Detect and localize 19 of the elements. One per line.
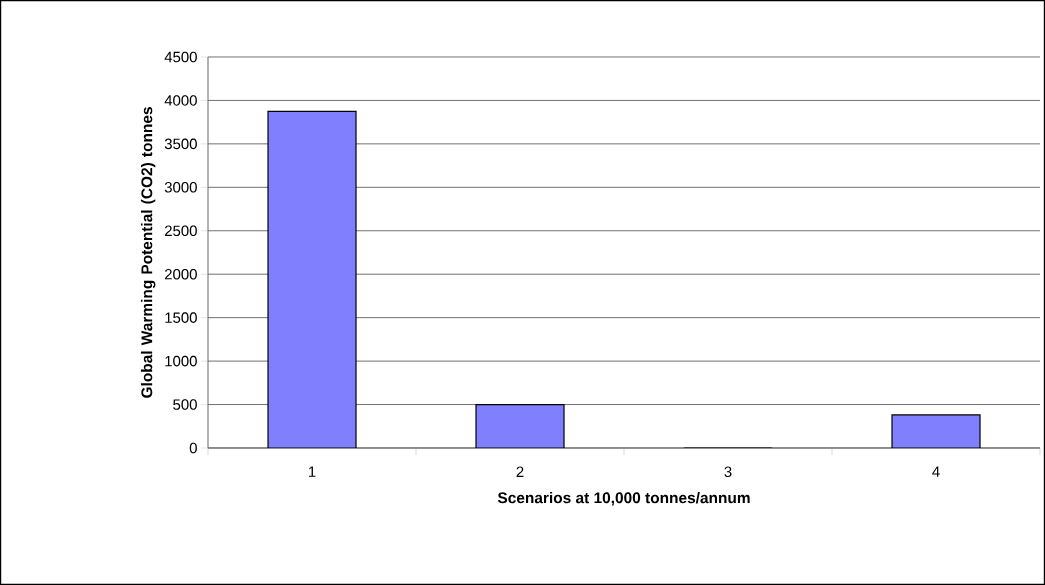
- x-tick-label: 1: [309, 466, 316, 477]
- x-axis-title: Scenarios at 10,000 tonnes/annum: [497, 491, 750, 506]
- y-tick-label: 3000: [164, 182, 197, 193]
- x-tick-label: 4: [932, 466, 940, 477]
- y-tick-label: 4000: [164, 95, 197, 106]
- y-tick-label: 500: [173, 399, 197, 410]
- bar: [891, 414, 981, 448]
- y-tick-label: 4500: [164, 51, 197, 63]
- y-tick-label: 0: [189, 442, 197, 454]
- y-tick-label: 1500: [165, 312, 197, 323]
- y-tick-label: 1000: [165, 355, 197, 367]
- bar: [475, 403, 565, 448]
- y-axis-title: Global Warming Potential (CO2) tonnes: [140, 107, 156, 398]
- x-tick-label: 2: [516, 466, 524, 477]
- bar: [267, 110, 357, 448]
- y-tick-label: 3500: [164, 138, 197, 150]
- y-tick-label: 2000: [165, 268, 197, 280]
- y-tick-label: 2500: [165, 225, 197, 237]
- x-tick-label: 3: [724, 466, 732, 478]
